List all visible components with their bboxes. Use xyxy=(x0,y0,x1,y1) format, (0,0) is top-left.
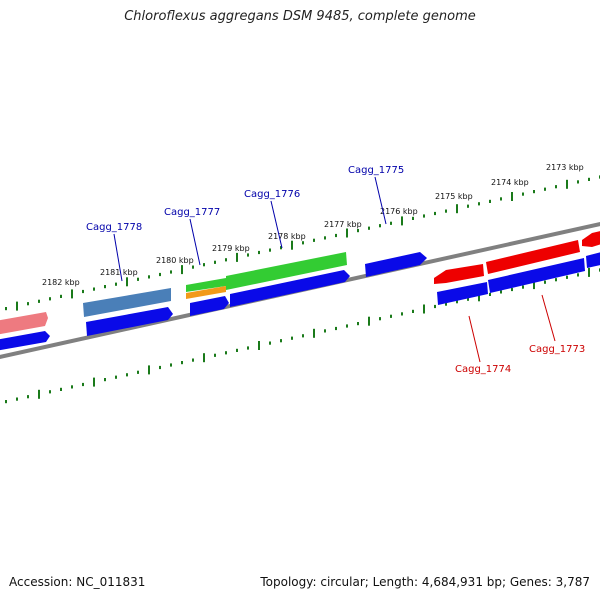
leader-cagg-1775 xyxy=(374,176,387,225)
gene-cagg-1773-feature[interactable] xyxy=(486,240,580,274)
gene-blue-4[interactable] xyxy=(230,270,350,307)
gene-cagg-1778-feature[interactable] xyxy=(83,288,171,317)
gene-blue-1[interactable] xyxy=(0,331,50,351)
gene-blue-2[interactable] xyxy=(86,307,173,336)
map-title: Chloroflexus aggregans DSM 9485, complet… xyxy=(124,9,476,24)
kbp-label-2173: 2173 kbp xyxy=(546,163,584,172)
leader-cagg-1774 xyxy=(468,315,481,363)
kbp-label-2181: 2181 kbp xyxy=(100,268,138,277)
gene-label-cagg-1775[interactable]: Cagg_1775 xyxy=(348,165,404,176)
accession-text: Accession: NC_011831 xyxy=(9,575,146,589)
gene-red-feature-1[interactable] xyxy=(434,264,484,284)
kbp-label-2182: 2182 kbp xyxy=(42,278,80,287)
label-leaders xyxy=(113,176,556,363)
kbp-label-2175: 2175 kbp xyxy=(435,192,473,201)
leader-cagg-1778 xyxy=(113,233,123,282)
kbp-label-2176: 2176 kbp xyxy=(380,207,418,216)
gene-label-cagg-1777[interactable]: Cagg_1777 xyxy=(164,207,220,218)
gene-blue-5[interactable] xyxy=(488,258,585,293)
gene-cagg-1777-feature[interactable] xyxy=(186,278,226,292)
leader-cagg-1776 xyxy=(270,200,283,249)
upper-kbp-ruler xyxy=(5,175,600,311)
gene-label-cagg-1774[interactable]: Cagg_1774 xyxy=(455,364,511,375)
kbp-label-2178: 2178 kbp xyxy=(268,232,306,241)
gene-label-cagg-1773[interactable]: Cagg_1773 xyxy=(529,344,585,355)
gene-cagg-1775-feature[interactable] xyxy=(365,252,427,277)
leader-cagg-1777 xyxy=(189,218,201,266)
lower-kbp-ruler xyxy=(5,267,600,404)
gene-label-cagg-1776[interactable]: Cagg_1776 xyxy=(244,189,300,200)
kbp-label-2177: 2177 kbp xyxy=(324,220,362,229)
kbp-label-2174: 2174 kbp xyxy=(491,178,529,187)
leader-cagg-1773 xyxy=(541,294,556,342)
gene-label-cagg-1778[interactable]: Cagg_1778 xyxy=(86,222,142,233)
kbp-label-2180: 2180 kbp xyxy=(156,256,194,265)
forward-strand-genes xyxy=(0,230,600,335)
gene-red-feature-2[interactable] xyxy=(582,230,600,247)
gene-orange-feature[interactable] xyxy=(186,286,226,299)
gene-feature-pink[interactable] xyxy=(0,312,48,335)
gene-blue-6[interactable] xyxy=(586,251,600,268)
genome-summary-text: Topology: circular; Length: 4,684,931 bp… xyxy=(260,575,590,589)
gene-cagg-1776-feature[interactable] xyxy=(226,252,347,290)
gene-cagg-1774-feature[interactable] xyxy=(437,282,488,305)
blue-genes xyxy=(0,251,600,351)
kbp-labels: 2182 kbp 2181 kbp 2180 kbp 2179 kbp 2178… xyxy=(42,163,584,287)
gene-labels: Cagg_1778 Cagg_1777 Cagg_1776 Cagg_1775 … xyxy=(86,165,585,375)
kbp-label-2179: 2179 kbp xyxy=(212,244,250,253)
gene-blue-3[interactable] xyxy=(190,296,229,316)
